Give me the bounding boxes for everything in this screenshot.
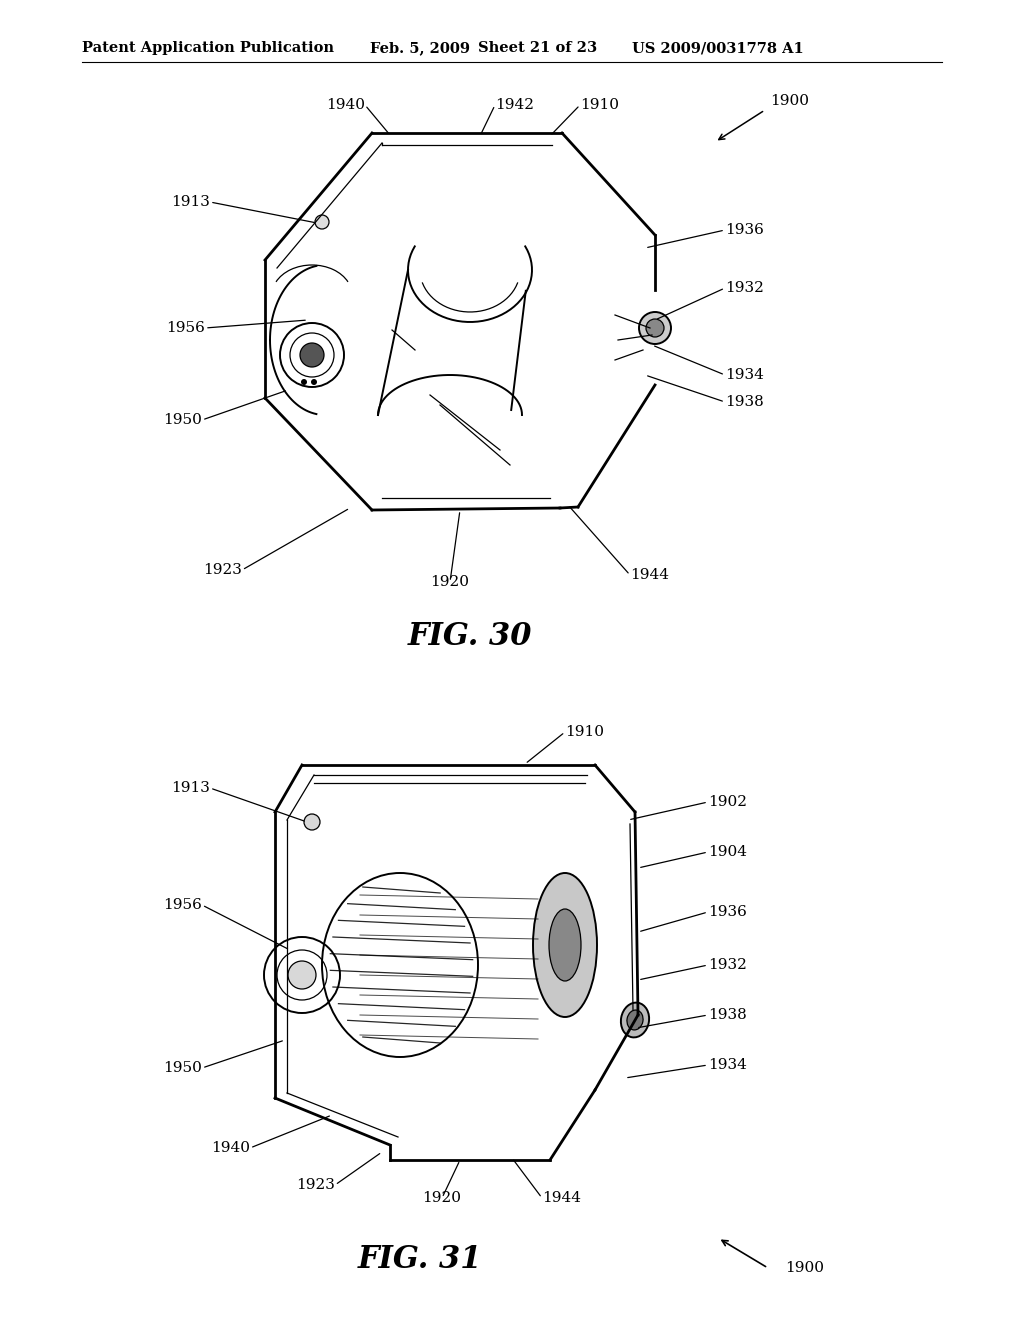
Circle shape (288, 961, 316, 989)
Text: 1938: 1938 (708, 1008, 746, 1022)
Text: 1944: 1944 (542, 1191, 581, 1205)
Text: 1932: 1932 (725, 281, 764, 294)
Text: 1950: 1950 (163, 413, 202, 426)
Text: 1940: 1940 (326, 98, 365, 112)
Text: 1950: 1950 (163, 1061, 202, 1074)
Circle shape (639, 312, 671, 345)
Text: 1940: 1940 (211, 1140, 250, 1155)
Ellipse shape (549, 909, 581, 981)
Circle shape (311, 379, 317, 385)
Text: Sheet 21 of 23: Sheet 21 of 23 (478, 41, 597, 55)
Text: US 2009/0031778 A1: US 2009/0031778 A1 (632, 41, 804, 55)
Text: 1936: 1936 (708, 906, 746, 919)
Text: 1900: 1900 (785, 1261, 824, 1275)
Text: 1944: 1944 (630, 568, 669, 582)
Circle shape (301, 379, 307, 385)
Text: 1938: 1938 (725, 395, 764, 409)
Text: 1920: 1920 (430, 576, 469, 589)
Text: 1913: 1913 (171, 781, 210, 795)
Text: 1956: 1956 (163, 898, 202, 912)
Text: Feb. 5, 2009: Feb. 5, 2009 (370, 41, 470, 55)
Text: 1913: 1913 (171, 195, 210, 209)
Circle shape (300, 343, 324, 367)
Text: 1936: 1936 (725, 223, 764, 238)
Text: Patent Application Publication: Patent Application Publication (82, 41, 334, 55)
Text: 1932: 1932 (708, 958, 746, 972)
Circle shape (646, 319, 664, 337)
Text: 1923: 1923 (203, 564, 242, 577)
Text: 1934: 1934 (708, 1059, 746, 1072)
Text: 1910: 1910 (565, 725, 604, 739)
Text: 1910: 1910 (580, 98, 618, 112)
Text: 1900: 1900 (770, 94, 809, 108)
Ellipse shape (627, 1010, 643, 1030)
Text: FIG. 31: FIG. 31 (357, 1243, 482, 1275)
Text: 1902: 1902 (708, 795, 746, 809)
Text: 1956: 1956 (166, 321, 205, 335)
Text: 1942: 1942 (495, 98, 534, 112)
Circle shape (315, 215, 329, 228)
Text: 1923: 1923 (296, 1177, 335, 1192)
Ellipse shape (534, 873, 597, 1016)
Text: FIG. 30: FIG. 30 (408, 620, 532, 652)
Text: 1904: 1904 (708, 845, 746, 859)
Text: 1934: 1934 (725, 368, 764, 381)
Ellipse shape (621, 1003, 649, 1038)
Circle shape (304, 814, 319, 830)
Text: 1920: 1920 (423, 1191, 462, 1205)
